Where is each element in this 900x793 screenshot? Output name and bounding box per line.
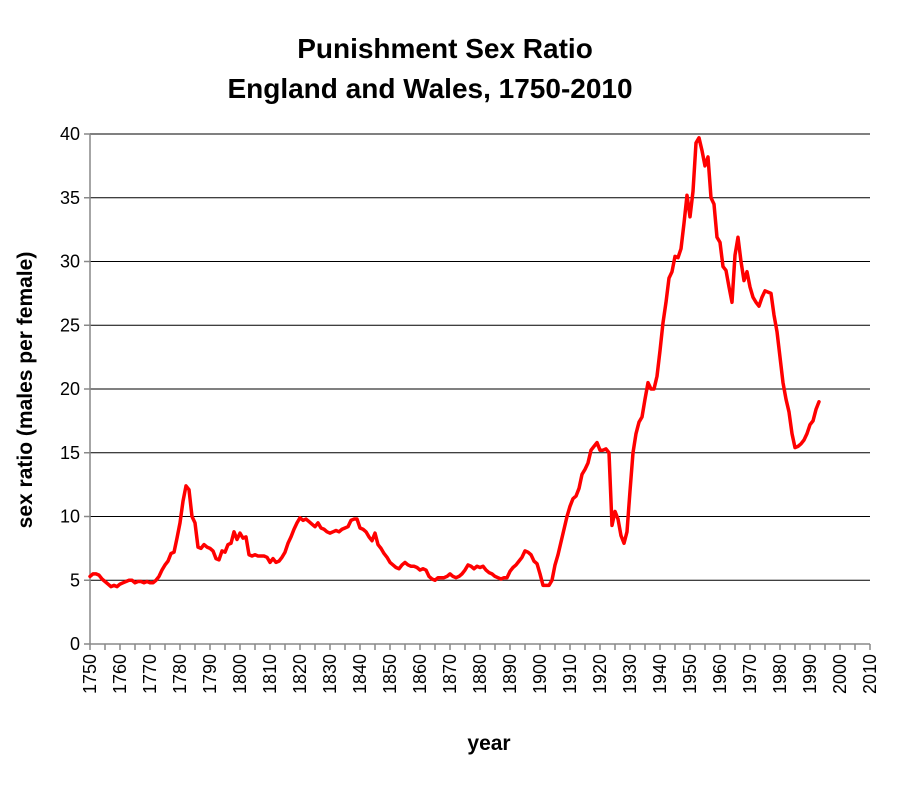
y-tick-label-25: 25 [60,315,80,335]
x-tick-label-1830: 1830 [320,654,340,694]
x-tick-label-1950: 1950 [680,654,700,694]
x-tick-label-1780: 1780 [170,654,190,694]
x-tick-label-1900: 1900 [530,654,550,694]
x-tick-label-1910: 1910 [560,654,580,694]
x-tick-label-1940: 1940 [650,654,670,694]
x-tick-label-1770: 1770 [140,654,160,694]
y-axis-label: sex ratio (males per female) [14,252,37,529]
chart-title: Punishment Sex Ratio [297,33,593,64]
series-line-1 [88,136,821,589]
x-tick-label-1930: 1930 [620,654,640,694]
x-tick-label-1840: 1840 [350,654,370,694]
y-tick-label-30: 30 [60,252,80,272]
series-group [88,136,821,589]
x-tick-label-1960: 1960 [710,654,730,694]
chart-subtitle: England and Wales, 1750-2010 [227,73,632,104]
x-axis: 1750 1760 1770 1780 1790 1800 1810 1820 1830 1840… [80,644,880,694]
y-tick-label-15: 15 [60,443,80,463]
x-tick-label-1990: 1990 [800,654,820,694]
x-tick-label-1750: 1750 [80,654,100,694]
y-tick-label-5: 5 [70,570,80,590]
y-axis: 0 5 10 15 20 25 30 35 40 [60,124,90,654]
x-tick-label-1970: 1970 [740,654,760,694]
x-tick-label-1820: 1820 [290,654,310,694]
y-tick-label-10: 10 [60,507,80,527]
x-tick-label-1860: 1860 [410,654,430,694]
x-axis-label: year [467,732,510,755]
y-tick-label-40: 40 [60,124,80,144]
y-tick-label-20: 20 [60,379,80,399]
x-tick-label-1760: 1760 [110,654,130,694]
gridlines [90,133,870,581]
x-tick-label-1800: 1800 [230,654,250,694]
x-tick-label-1810: 1810 [260,654,280,694]
y-tick-label-35: 35 [60,188,80,208]
y-tick-label-0: 0 [70,634,80,654]
x-tick-label-1870: 1870 [440,654,460,694]
x-tick-label-1920: 1920 [590,654,610,694]
x-tick-label-2000: 2000 [830,654,850,694]
x-tick-label-1980: 1980 [770,654,790,694]
x-tick-label-2010: 2010 [860,654,880,694]
x-tick-label-1850: 1850 [380,654,400,694]
x-tick-label-1880: 1880 [470,654,490,694]
x-tick-label-1790: 1790 [200,654,220,694]
x-tick-label-1890: 1890 [500,654,520,694]
